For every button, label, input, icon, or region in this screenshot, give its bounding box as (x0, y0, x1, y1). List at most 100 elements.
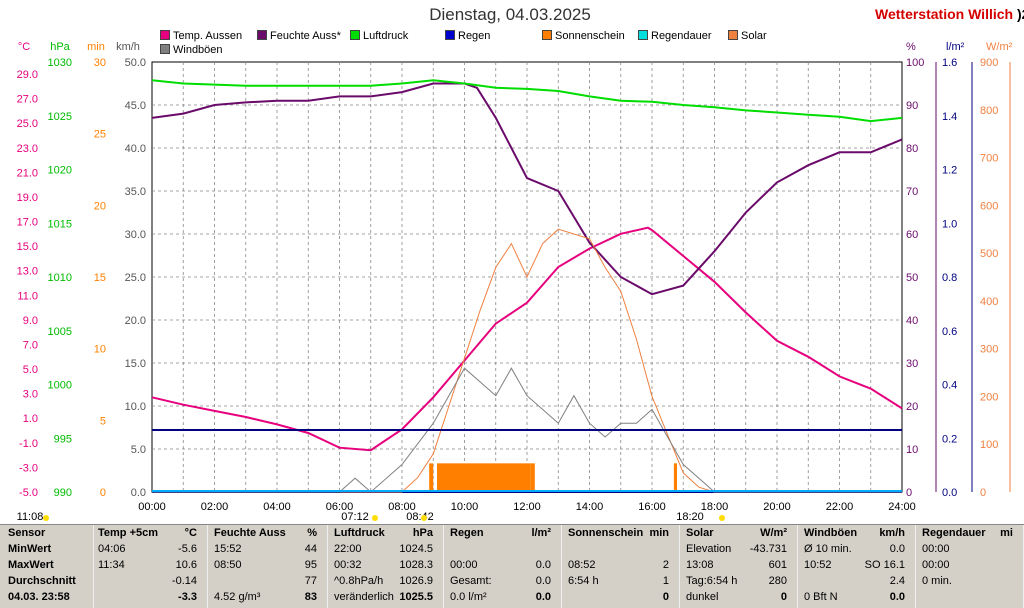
wm2-tick-label: 300 (980, 344, 998, 356)
kmh-tick-label: 0.0 (131, 487, 146, 499)
pct-tick-label: 10 (906, 444, 918, 456)
pct-axis-unit: % (906, 41, 916, 53)
temp-tick-label: 1.0 (23, 413, 38, 425)
stats-cell: 1028.3 (399, 559, 433, 571)
series-luftdruck (151, 79, 903, 123)
lm2-tick-label: 0.4 (942, 380, 957, 392)
kmh-tick-label: 5.0 (131, 444, 146, 456)
stats-cell: 08:50 (214, 559, 242, 571)
legend-item: Windböen (160, 44, 223, 56)
stats-cell: 00:32 (334, 559, 362, 571)
stats-cell: 00:00 (922, 543, 950, 555)
stats-cell: 0.0 l/m² (450, 591, 487, 603)
stats-cell: SO 16.1 (864, 559, 905, 571)
temp-tick-label: -3.0 (19, 462, 38, 474)
sunnoon-time: 08:42 (406, 511, 434, 523)
stats-table: Sensor MinWert MaxWert Durchschnitt 04.03. 2… (0, 524, 1024, 608)
stats-header: Solar (686, 527, 714, 539)
legend-item: Feuchte Auss* (257, 30, 341, 42)
stats-header: % (307, 527, 317, 539)
kmh-tick-label: 35.0 (125, 186, 146, 198)
lm2-tick-label: 0.0 (942, 487, 957, 499)
lm2-tick-label: 1.2 (942, 165, 957, 177)
stats-cell: 15:52 (214, 543, 242, 555)
stats-cell: 0 min. (922, 575, 952, 587)
station-name-text: Wetterstation Willich (875, 6, 1014, 22)
stats-header: Luftdruck (334, 527, 385, 539)
stats-header: Sonnenschein (568, 527, 644, 539)
stats-header: W/m² (760, 527, 787, 539)
stats-cell: -3.3 (178, 591, 197, 603)
sunset-time: 18:20 (676, 511, 704, 523)
x-tick-label: 16:00 (638, 501, 666, 513)
stats-cell: 08:52 (568, 559, 596, 571)
stats-cell: 0.0 (535, 575, 551, 587)
wm2-tick-label: 400 (980, 296, 998, 308)
legend-item: Temp. Aussen (160, 30, 242, 42)
stats-cell: 2.4 (889, 575, 905, 587)
legend-label: Feuchte Auss* (270, 30, 341, 42)
hpa-tick-label: 990 (54, 487, 72, 499)
lm2-tick-label: 0.6 (942, 326, 957, 338)
kmh-tick-label: 50.0 (125, 57, 146, 69)
stats-cell: MaxWert (8, 559, 54, 571)
temp-tick-label: 27.0 (17, 94, 38, 106)
chart-title: Dienstag, 04.03.2025 (429, 5, 591, 24)
x-tick-label: 14:00 (576, 501, 604, 513)
legend-label: Temp. Aussen (173, 30, 243, 42)
min-tick-label: 25 (94, 129, 106, 141)
legend-swatch (350, 30, 360, 40)
wm2-tick-label: 600 (980, 200, 998, 212)
stats-header: Feuchte Auss (214, 527, 286, 539)
pct-tick-label: 0 (906, 487, 912, 499)
legend-swatch (728, 30, 738, 40)
temp-tick-label: 7.0 (23, 339, 38, 351)
stats-header: l/m² (531, 527, 551, 539)
stats-header: Regen (450, 527, 484, 539)
x-tick-label: 02:00 (201, 501, 229, 513)
min-tick-label: 5 (100, 415, 106, 427)
stats-cell: Tag:6:54 h (686, 575, 738, 587)
lm2-tick-label: 0.8 (942, 272, 957, 284)
chart-axes: °C 29.0 27.0 25.0 23.0 21.0 19.0 17.0 15.0 13.0 11… (17, 41, 1013, 513)
stats-cell: -5.6 (178, 543, 197, 555)
wm2-tick-label: 200 (980, 391, 998, 403)
wm2-tick-label: 800 (980, 105, 998, 117)
stats-cell: -0.14 (171, 575, 197, 587)
legend-swatch (542, 30, 552, 40)
stats-cell: 601 (768, 559, 787, 571)
series-feuchte-auss (151, 82, 903, 296)
sunshine-block (673, 463, 677, 492)
series-temp-aussen (151, 226, 903, 452)
stats-header: Regendauer (922, 527, 986, 539)
stats-cell: 0 (662, 591, 669, 603)
stats-column: Windböen km/h Ø 10 min. 0.0 10:52 SO 16.1 2.4 0… (800, 525, 916, 608)
moonrise-marker-icon (43, 515, 49, 521)
hpa-tick-label: 1030 (48, 57, 72, 69)
stats-header: mi (1000, 527, 1013, 539)
sunshine-block (530, 463, 535, 492)
stats-header: min (649, 527, 669, 539)
temp-tick-label: 21.0 (17, 167, 38, 179)
stats-cell: 04:06 (98, 543, 126, 555)
sunset-marker-icon (719, 515, 725, 521)
hpa-tick-label: 1010 (48, 272, 72, 284)
temp-tick-label: 11.0 (17, 290, 38, 302)
stats-cell: 1024.5 (399, 543, 433, 555)
kmh-tick-label: 30.0 (125, 229, 146, 241)
stats-cell: 6:54 h (568, 575, 599, 587)
pct-tick-label: 60 (906, 229, 918, 241)
legend-label: Luftdruck (363, 30, 409, 42)
stats-cell: Gesamt: (450, 575, 492, 587)
min-tick-label: 10 (94, 344, 106, 356)
x-tick-label: 20:00 (763, 501, 791, 513)
stats-column: Feuchte Auss% 15:52 44 08:50 95 77 4.52 g/m³ 83 (210, 525, 328, 608)
stats-cell: 11:34 (98, 559, 125, 571)
stats-cell: 280 (768, 575, 787, 587)
pct-tick-label: 70 (906, 186, 918, 198)
temp-tick-label: 17.0 (17, 217, 38, 229)
legend-swatch (160, 30, 170, 40)
legend-label: Regendauer (651, 30, 712, 42)
legend-label: Regen (458, 30, 491, 42)
stats-column: Sensor MinWert MaxWert Durchschnitt 04.03. 2… (6, 525, 94, 608)
